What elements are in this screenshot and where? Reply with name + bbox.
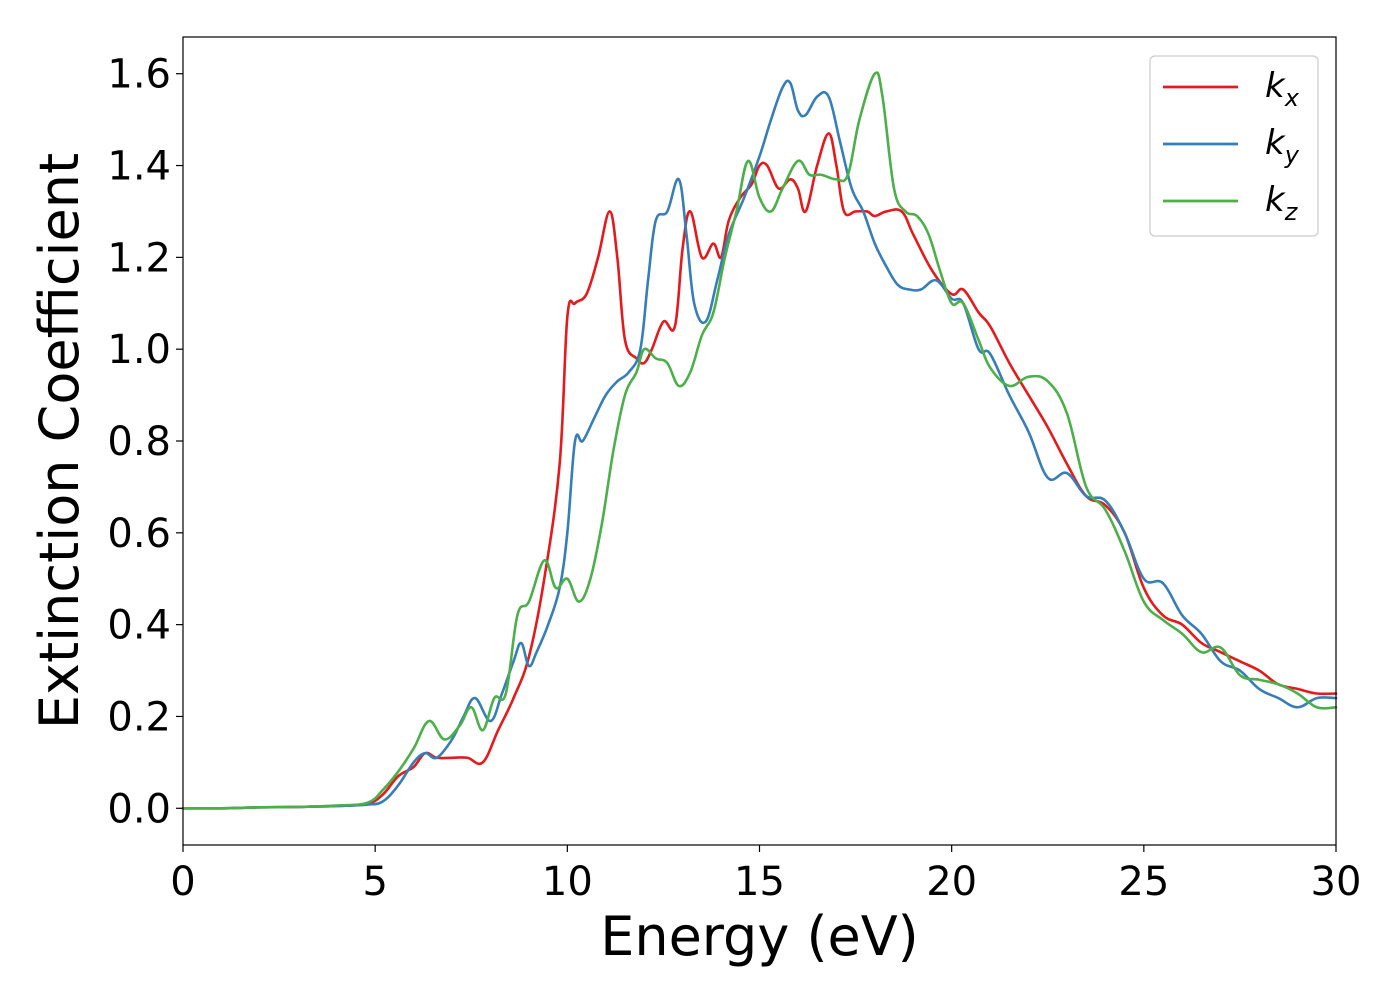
legend: kx ky kz [1149,55,1319,237]
x-tick-label: 15 [734,859,785,905]
y-tick-label: 1.0 [107,327,171,373]
y-axis-ticks: 0.0 0.2 0.4 0.6 0.8 1.0 1.2 1.4 1.6 [107,52,183,832]
y-tick-label: 0.4 [107,603,171,649]
series-line-z [181,71,1338,810]
x-tick-label: 5 [362,859,387,905]
x-tick-label: 25 [1118,859,1169,905]
legend-label-y: ky [1265,123,1300,169]
x-tick-label: 10 [542,859,593,905]
y-tick-label: 0.6 [107,511,171,557]
y-tick-label: 1.2 [107,235,171,281]
x-tick-label: 0 [170,859,195,905]
legend-box [1149,55,1319,237]
y-tick-label: 0.0 [107,786,171,832]
x-axis-label: Energy (eV) [600,905,919,968]
x-axis-ticks: 0 5 10 15 20 25 30 [170,845,1361,905]
y-tick-label: 0.2 [107,694,171,740]
y-tick-label: 0.8 [107,419,171,465]
y-tick-label: 1.6 [107,52,171,98]
x-tick-label: 20 [926,859,977,905]
plot-lines [181,71,1338,810]
legend-label-x: kx [1265,66,1300,112]
series-line-y [181,79,1338,810]
legend-label-z: kz [1265,180,1299,226]
y-tick-label: 1.4 [107,144,171,190]
x-tick-label: 30 [1311,859,1362,905]
y-axis-label: Extinction Coefficient [28,153,91,729]
